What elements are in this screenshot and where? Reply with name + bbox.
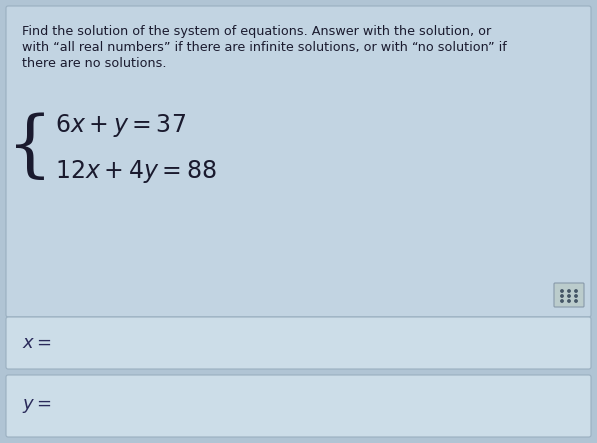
Text: {: {: [7, 113, 53, 183]
FancyBboxPatch shape: [554, 283, 584, 307]
FancyBboxPatch shape: [6, 317, 591, 369]
FancyBboxPatch shape: [6, 375, 591, 437]
FancyBboxPatch shape: [6, 6, 591, 317]
Circle shape: [568, 295, 570, 297]
Circle shape: [575, 295, 577, 297]
Circle shape: [561, 295, 563, 297]
Text: $12x + 4y = 88$: $12x + 4y = 88$: [55, 158, 217, 184]
Text: $6x + y = 37$: $6x + y = 37$: [55, 112, 186, 139]
Text: with “all real numbers” if there are infinite solutions, or with “no solution” i: with “all real numbers” if there are inf…: [22, 41, 507, 54]
Text: there are no solutions.: there are no solutions.: [22, 57, 167, 70]
Circle shape: [568, 300, 570, 302]
Text: Find the solution of the system of equations. Answer with the solution, or: Find the solution of the system of equat…: [22, 25, 491, 38]
Circle shape: [561, 300, 563, 302]
Circle shape: [575, 300, 577, 302]
Circle shape: [575, 290, 577, 292]
Text: $y =$: $y =$: [22, 397, 52, 415]
Circle shape: [561, 290, 563, 292]
Circle shape: [568, 290, 570, 292]
Text: $x =$: $x =$: [22, 334, 52, 352]
